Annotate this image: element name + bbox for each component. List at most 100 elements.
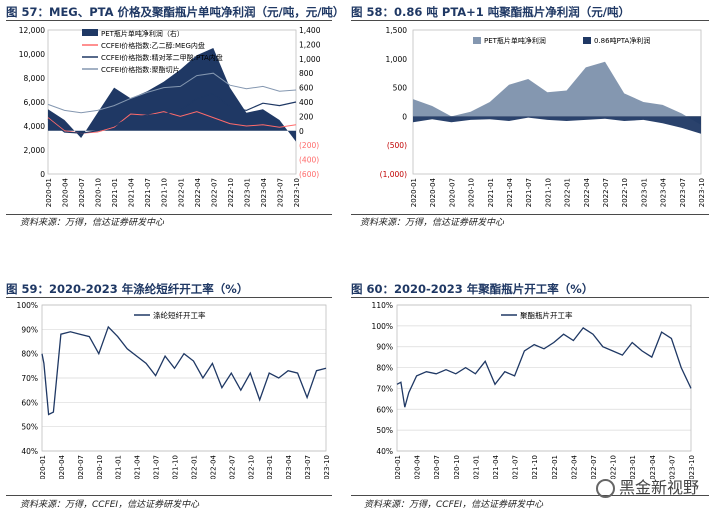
c58-y-tick-label: (1,000)	[380, 170, 407, 179]
c57-x-tick-label: 2021-07	[144, 178, 152, 207]
c58-x-tick-label: 2021-04	[506, 177, 514, 207]
c57-legend-swatch	[82, 29, 98, 36]
c57-x-tick-label: 2020-07	[78, 178, 86, 207]
source-58: 资料来源：万得，信达证券研发中心	[360, 218, 505, 228]
c57-x-tick-label: 2022-10	[227, 178, 235, 207]
c60-x-tick-label: 2022-10	[610, 455, 618, 479]
c60-y-tick-label: 60%	[376, 405, 393, 414]
c58-x-tick-label: 2023-04	[660, 177, 668, 207]
c60-x-tick-label: 2022-04	[570, 454, 578, 479]
c60-x-tick-label: 2021-10	[531, 455, 539, 479]
c58-x-tick-label: 2022-10	[621, 178, 629, 207]
c58-x-tick-label: 2020-10	[468, 178, 476, 207]
c59-x-tick-label: 2023-01	[266, 455, 274, 479]
c57-legend-label: PET瓶片单吨净利润（右）	[101, 29, 184, 38]
c60-x-tick-label: 2022-01	[551, 455, 559, 479]
c59-x-tick-label: 2022-10	[247, 455, 255, 479]
c57-right-y-tick-label: (400)	[299, 156, 319, 165]
c58-x-tick-label: 2021-07	[525, 178, 533, 207]
c60-x-tick-label: 2020-04	[414, 454, 422, 479]
c57-right-y-tick-label: (200)	[299, 141, 319, 150]
c60-x-tick-label: 2023-04	[649, 454, 657, 479]
c59-plot-border	[41, 304, 327, 452]
c59-y-tick-label: 70%	[21, 374, 38, 383]
c60-y-tick-label: 80%	[376, 364, 393, 373]
c57-left-y-tick-label: 0	[40, 170, 45, 179]
c59-y-tick-label: 40%	[21, 447, 38, 456]
panel-title-59: 图 59：2020-2023 年涤纶短纤开工率（%）	[6, 282, 249, 296]
c60-y-tick-label: 90%	[376, 343, 393, 352]
c60-x-tick-label: 2021-07	[512, 455, 520, 479]
panel-title-rule-57	[6, 20, 332, 21]
c57-x-tick-label: 2023-01	[243, 178, 251, 207]
source-rule-58	[351, 214, 709, 215]
c59-x-tick-label: 2022-01	[190, 455, 198, 479]
c58-y-tick-label: 0	[402, 112, 407, 121]
c60-x-tick-label: 2020-07	[433, 455, 441, 479]
c58-legend-label: PET瓶片单吨净利润	[484, 36, 546, 45]
c60-x-tick-label: 2020-10	[453, 455, 461, 479]
c59-y-tick-label: 100%	[17, 301, 38, 310]
c60-y-tick-label: 110%	[372, 301, 393, 310]
chart-59: 40% 50% 60% 70% 80% 90% 100% 2020-01 2020-04 2020…	[17, 301, 331, 479]
c57-x-tick-label: 2023-10	[293, 178, 301, 207]
c57-left-y-tick-label: 6,000	[24, 98, 46, 107]
c58-x-tick-label: 2020-01	[410, 178, 418, 207]
c57-x-tick-label: 2021-04	[128, 177, 136, 207]
c58-series-area-0	[413, 61, 701, 125]
c58-legend-swatch	[583, 37, 591, 44]
c58-x-tick-label: 2023-07	[679, 178, 687, 207]
c59-x-tick-label: 2021-04	[134, 454, 142, 479]
c59-y-tick-label: 90%	[21, 325, 38, 334]
panel-title-57: 图 57：MEG、PTA 价格及聚酯瓶片单吨净利润（元/吨，元/吨）	[6, 5, 345, 19]
c59-y-tick-label: 60%	[21, 398, 38, 407]
panel-title-58: 图 58：0.86 吨 PTA+1 吨聚酯瓶片净利润（元/吨）	[351, 5, 631, 19]
c58-y-tick-label: (500)	[387, 141, 407, 150]
c59-x-tick-label: 2023-07	[304, 455, 312, 479]
c58-y-tick-label: 1,500	[386, 26, 408, 35]
c59-x-tick-label: 2021-07	[153, 455, 161, 479]
c57-legend-label: CCFEI价格指数:精对苯二甲酸:PTA内盘	[101, 53, 223, 62]
c57-x-tick-label: 2022-01	[177, 178, 185, 207]
c57-right-y-tick-label: 0	[299, 127, 304, 136]
c60-x-tick-label: 2020-01	[394, 455, 402, 479]
c58-x-tick-label: 2021-01	[487, 178, 495, 207]
c57-right-y-tick-label: 600	[299, 84, 314, 93]
c60-x-tick-label: 2022-07	[590, 455, 598, 479]
c59-x-tick-label: 2023-10	[323, 455, 331, 479]
c59-legend-label: 涤纶短纤开工率	[153, 310, 206, 320]
c59-x-tick-label: 2022-07	[228, 455, 236, 479]
c57-x-tick-label: 2022-04	[194, 177, 202, 207]
panel-title-rule-58	[351, 20, 709, 21]
c59-x-tick-label: 2023-04	[285, 454, 293, 479]
c58-x-tick-label: 2023-10	[698, 178, 706, 207]
c57-right-y-tick-label: 1,000	[299, 55, 321, 64]
c57-series-chip-line	[47, 72, 297, 114]
c57-right-y-tick-label: (600)	[299, 170, 319, 179]
c57-left-y-tick-label: 10,000	[19, 50, 45, 59]
c57-left-y-tick-label: 2,000	[24, 146, 46, 155]
c59-y-tick-label: 50%	[21, 423, 38, 432]
c57-right-y-tick-label: 1,400	[299, 26, 321, 35]
c59-x-tick-label: 2020-04	[58, 454, 66, 479]
panel-title-60: 图 60：2020-2023 年聚酯瓶片开工率（%）	[351, 282, 594, 296]
c58-legend-label: 0.86吨PTA净利润	[594, 36, 650, 45]
c59-series-line	[41, 325, 327, 416]
c59-x-tick-label: 2021-10	[172, 455, 180, 479]
c57-x-tick-label: 2020-10	[95, 178, 103, 207]
c60-y-tick-label: 40%	[376, 447, 393, 456]
c60-plot-border	[396, 304, 692, 452]
c58-y-tick-label: 1,000	[386, 55, 408, 64]
c57-right-y-tick-label: 400	[299, 98, 314, 107]
watermark-text: 黑金新视野	[619, 478, 700, 497]
c57-right-y-tick-label: 1,200	[299, 40, 321, 49]
c57-x-tick-label: 2023-07	[276, 178, 284, 207]
source-rule-60	[351, 495, 709, 496]
source-57: 资料来源：万得，信达证券研发中心	[20, 218, 165, 228]
c60-series-line	[396, 327, 692, 408]
wechat-icon	[596, 479, 615, 498]
c60-y-tick-label: 50%	[376, 426, 393, 435]
c57-legend-label: CCFEI价格指数:聚酯切片	[101, 65, 180, 74]
c59-x-tick-label: 2020-10	[96, 455, 104, 479]
c59-x-tick-label: 2020-01	[39, 455, 47, 479]
